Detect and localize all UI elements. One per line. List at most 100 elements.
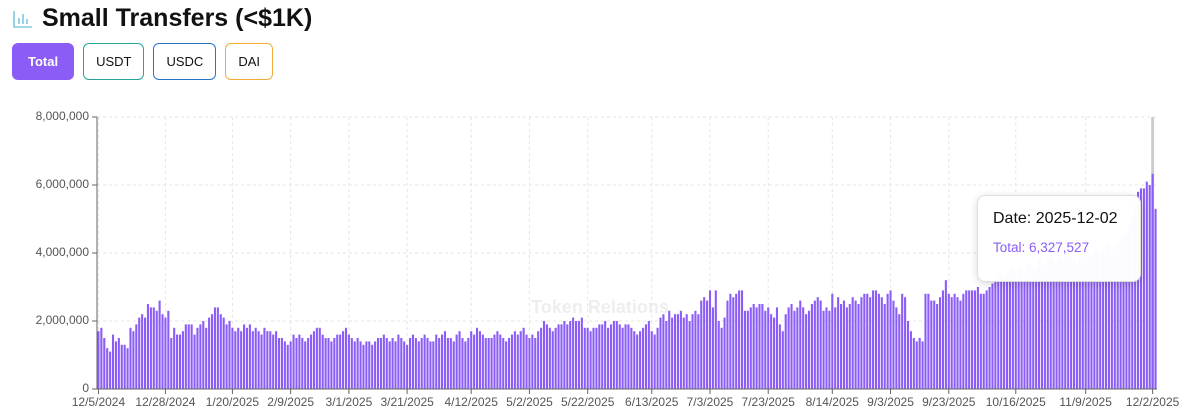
filter-button[interactable]: USDT	[83, 43, 145, 80]
bar	[225, 324, 228, 389]
bar	[152, 307, 155, 389]
x-tick-label: 11/9/2025	[1059, 395, 1112, 409]
x-tick-label: 7/23/2025	[742, 395, 796, 409]
bar	[330, 341, 333, 389]
bar	[339, 334, 342, 389]
bar	[205, 327, 208, 389]
bar	[805, 314, 808, 389]
bar	[1122, 236, 1125, 389]
bar	[720, 327, 723, 389]
bar	[376, 338, 380, 389]
x-tick-label: 1/20/2025	[206, 395, 260, 409]
bar	[901, 293, 904, 389]
bar	[199, 324, 202, 389]
filter-button[interactable]: USDC	[153, 43, 217, 80]
bar	[630, 327, 633, 389]
bar	[266, 331, 269, 389]
bar	[1005, 273, 1009, 389]
bar	[872, 290, 875, 389]
filter-button[interactable]: Total	[12, 43, 75, 80]
y-tick-label: 8,000,000	[36, 109, 90, 123]
bar	[997, 276, 1000, 389]
bar	[190, 324, 193, 389]
bar	[979, 293, 982, 389]
bar	[1038, 259, 1041, 389]
bar	[904, 297, 907, 389]
bar	[170, 338, 173, 389]
bar	[662, 314, 665, 389]
bar	[1137, 191, 1140, 389]
bar	[473, 334, 476, 389]
bar	[1139, 188, 1143, 389]
bar	[665, 321, 668, 389]
bar	[1020, 270, 1023, 389]
bar	[228, 321, 231, 389]
bar	[307, 338, 310, 389]
filter-button[interactable]: DAI	[225, 43, 273, 80]
bar	[851, 297, 854, 389]
y-tick-label: 4,000,000	[36, 245, 90, 259]
bar	[674, 314, 677, 389]
bar	[478, 331, 481, 389]
bar	[764, 310, 767, 389]
bar	[860, 297, 863, 389]
bar	[758, 304, 761, 389]
bar	[490, 338, 493, 389]
bar	[612, 321, 615, 389]
bar	[740, 290, 744, 389]
bar	[601, 324, 604, 389]
bar	[432, 341, 435, 389]
bar	[941, 290, 945, 389]
bar	[426, 338, 429, 389]
bar	[467, 338, 470, 389]
bar	[385, 338, 388, 389]
bar	[234, 331, 237, 389]
bar	[237, 327, 240, 389]
bar	[1014, 273, 1017, 389]
bar	[443, 331, 447, 389]
bar	[971, 290, 974, 389]
bar	[283, 341, 286, 389]
bar	[729, 293, 732, 389]
bar	[714, 290, 717, 389]
bar	[109, 351, 112, 389]
bar	[551, 331, 554, 389]
bar	[208, 317, 211, 389]
bar	[950, 297, 953, 389]
x-tick-label: 9/3/2025	[867, 395, 914, 409]
bar	[592, 327, 595, 389]
x-tick-label: 6/13/2025	[625, 395, 679, 409]
bar	[988, 287, 991, 389]
bar	[1151, 173, 1154, 389]
bar	[178, 334, 182, 389]
bar	[802, 307, 805, 389]
bar	[318, 327, 321, 389]
bar	[499, 334, 502, 389]
bar	[778, 324, 781, 389]
bar	[653, 334, 656, 389]
bar	[845, 307, 848, 389]
bar	[647, 321, 650, 389]
bar	[1032, 266, 1035, 389]
bar	[743, 310, 746, 389]
bar	[936, 304, 939, 389]
bar	[1081, 253, 1084, 389]
bar	[295, 338, 298, 389]
bar	[889, 290, 892, 389]
bar	[525, 334, 528, 389]
x-tick-label: 5/2/2025	[506, 395, 553, 409]
bar	[263, 327, 266, 389]
filter-bar: Total USDT USDC DAI	[12, 43, 273, 80]
bar	[411, 334, 415, 389]
bar	[161, 314, 164, 389]
bar	[985, 290, 988, 389]
bar	[933, 300, 936, 389]
bar	[414, 338, 417, 389]
header: Small Transfers (<$1K)	[12, 4, 312, 33]
bar	[1119, 239, 1122, 389]
bar	[1046, 259, 1049, 389]
bar	[746, 310, 749, 389]
bar	[1058, 256, 1061, 389]
bar	[566, 324, 569, 389]
bar	[775, 307, 779, 389]
